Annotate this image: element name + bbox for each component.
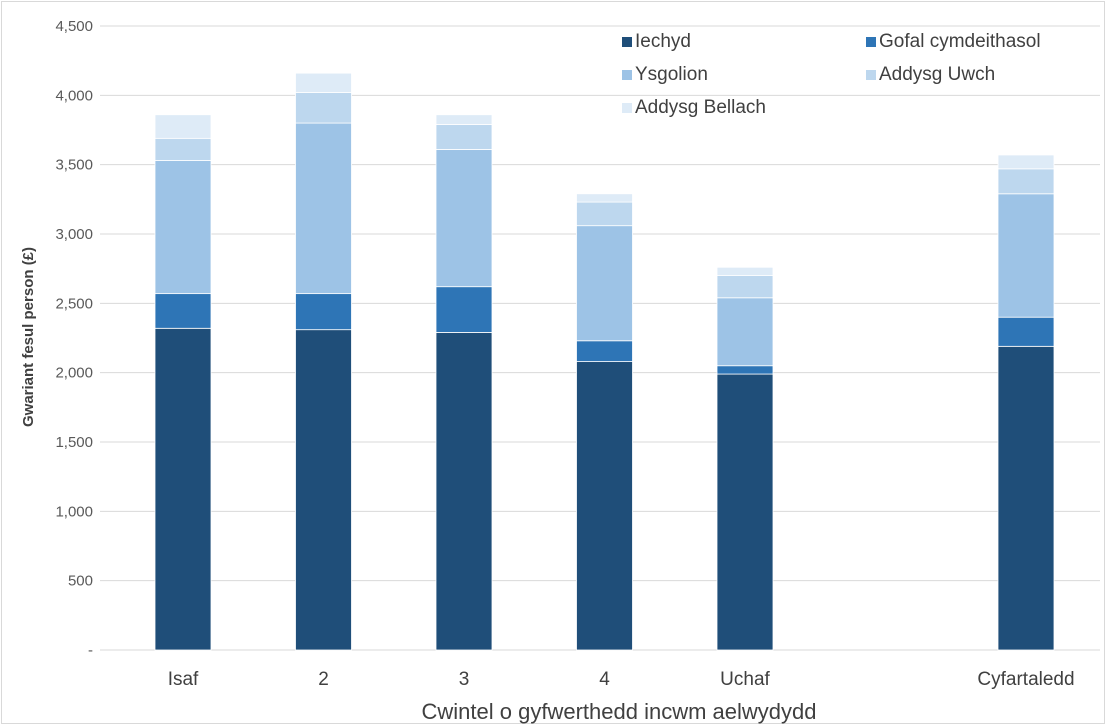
x-category-label: Uchaf: [720, 669, 770, 690]
y-tick-label: 3,000: [55, 226, 93, 243]
bar-segment: [295, 92, 352, 124]
y-axis-title: Gwariant fesul person (£): [20, 247, 37, 427]
bar-segment: [576, 193, 633, 203]
bar-segment: [154, 137, 212, 161]
y-tick-label: 4,000: [55, 87, 93, 104]
bar-segment: [576, 225, 633, 342]
legend-label: Addysg Uwch: [879, 64, 995, 85]
legend-item: Gofal cymdeithasol: [866, 31, 1041, 52]
legend-swatch: [622, 70, 632, 80]
bar-segment: [997, 168, 1055, 195]
bar-segment: [435, 149, 493, 288]
bar-segment: [154, 160, 212, 295]
bar-segment: [997, 193, 1055, 318]
bar-segment: [154, 114, 212, 139]
y-tick-label: -: [88, 642, 93, 659]
bar-segment: [997, 345, 1055, 651]
bars: [154, 72, 1055, 651]
x-axis-title: Cwintel o gyfwerthedd incwm aelwydydd: [422, 699, 817, 724]
x-category-label: 4: [599, 669, 610, 690]
legend-label: Iechyd: [635, 31, 691, 52]
bar-segment: [435, 332, 493, 651]
bar-segment: [435, 286, 493, 333]
bar-segment: [295, 293, 352, 331]
bar-segment: [435, 124, 493, 150]
legend-item: Addysg Uwch: [866, 64, 995, 85]
x-category-label: 3: [459, 669, 470, 690]
bar-segment: [576, 361, 633, 651]
bar-segment: [576, 201, 633, 227]
legend-swatch: [866, 70, 876, 80]
legend-item: Addysg Bellach: [622, 97, 766, 118]
x-category-label: Cyfartaledd: [977, 669, 1074, 690]
x-category-label: Isaf: [168, 669, 199, 690]
bar-segment: [997, 316, 1055, 347]
bar-segment: [716, 266, 774, 276]
legend-label: Gofal cymdeithasol: [879, 31, 1041, 52]
bar-segment: [435, 114, 493, 125]
bar-segment: [295, 329, 352, 651]
x-category-label: 2: [318, 669, 329, 690]
bar-segment: [716, 373, 774, 651]
legend-item: Ysgolion: [622, 64, 708, 85]
legend-swatch: [622, 103, 632, 113]
x-axis-categories: Isaf 2 3 4 Uchaf Cyfartaledd: [168, 669, 1075, 690]
y-tick-label: 3,500: [55, 157, 93, 174]
legend-item: Iechyd: [622, 31, 691, 52]
legend: Iechyd Gofal cymdeithasol Ysgolion Addysg U…: [622, 31, 1041, 118]
y-tick-label: 2,500: [55, 295, 93, 312]
bar-segment: [154, 293, 212, 329]
bar-segment: [154, 327, 212, 651]
bar-segment: [997, 154, 1055, 170]
legend-label: Addysg Bellach: [635, 97, 766, 118]
legend-label: Ysgolion: [635, 64, 708, 85]
bar-segment: [716, 275, 774, 299]
y-tick-label: 2,000: [55, 365, 93, 382]
bar-segment: [576, 340, 633, 362]
bar-segment: [716, 297, 774, 367]
y-tick-label: 1,000: [55, 503, 93, 520]
y-tick-label: 4,500: [55, 18, 93, 35]
legend-swatch: [866, 37, 876, 47]
legend-swatch: [622, 37, 632, 47]
y-axis-ticks: - 500 1,000 1,500 2,000 2,500 3,000 3,500 4,000 4…: [55, 18, 93, 659]
bar-segment: [716, 365, 774, 375]
gridlines: [100, 25, 1100, 651]
bar-segment: [295, 122, 352, 295]
bar-segment: [295, 72, 352, 93]
y-tick-label: 500: [68, 573, 93, 590]
y-tick-label: 1,500: [55, 434, 93, 451]
